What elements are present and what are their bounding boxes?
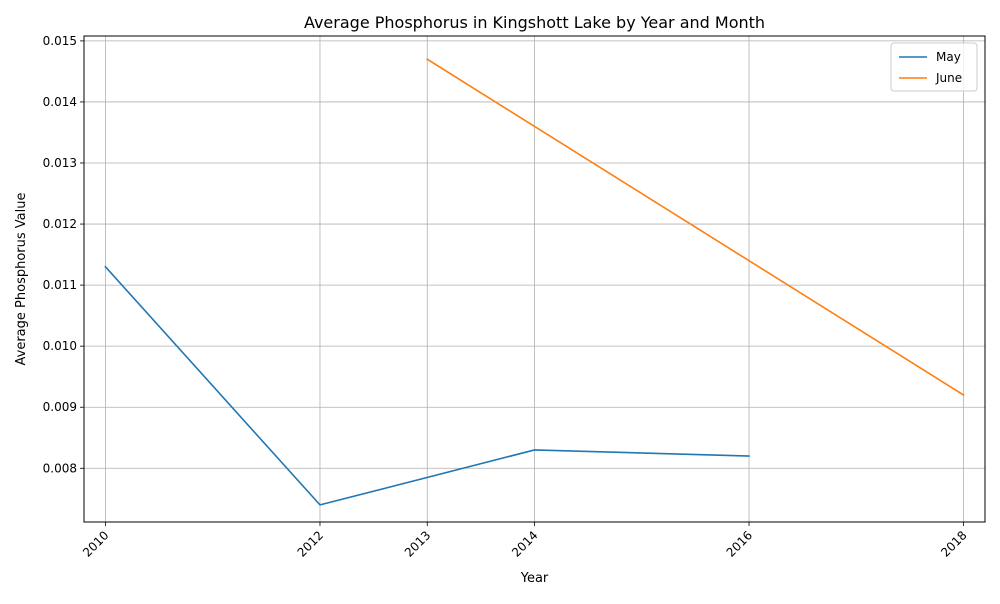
x-axis-label: Year [520,571,549,586]
legend-label-may: May [936,50,961,64]
chart-title: Average Phosphorus in Kingshott Lake by … [304,13,765,32]
y-axis-label: Average Phosphorus Value [14,193,29,366]
y-tick-label: 0.014 [43,95,77,109]
grid-lines [84,36,985,522]
legend-box [890,42,978,92]
y-tick-label: 0.015 [43,34,77,48]
legend-label-june: June [935,71,962,85]
y-tick-label: 0.013 [43,156,77,170]
y-tick-label: 0.009 [43,400,77,414]
y-tick-label: 0.008 [43,461,77,475]
y-tick-label: 0.011 [43,278,77,292]
series-lines [104,58,965,506]
y-axis-ticks: 0.008 0.009 0.010 0.011 0.012 0.013 0.014 0.015 [43,34,84,475]
y-tick-label: 0.010 [43,339,77,353]
series-line-may [104,265,750,506]
legend: May June [890,42,978,92]
series-line-june [426,58,965,397]
y-tick-label: 0.012 [43,217,77,231]
